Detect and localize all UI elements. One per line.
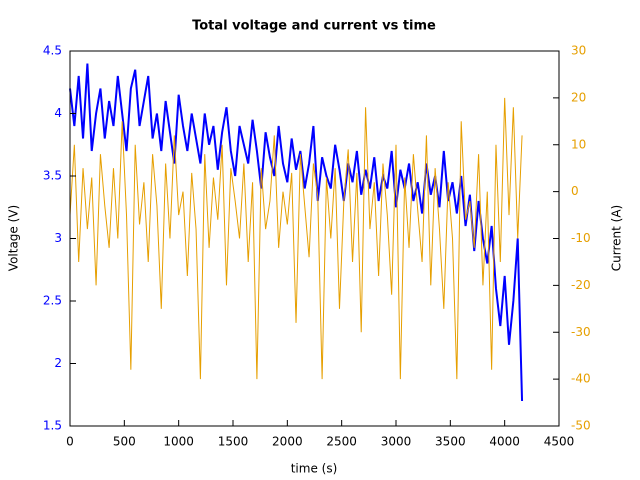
- y-tick-label: 4: [54, 106, 62, 120]
- series-line: [69, 63, 524, 402]
- y-tick-label: 3: [54, 231, 62, 245]
- y-tick-label: 2: [54, 356, 62, 370]
- chart-title: Total voltage and current vs time: [192, 19, 436, 34]
- x-tick-label: 1500: [218, 435, 249, 449]
- y2-tick-label: 0: [571, 184, 579, 198]
- x-tick-label: 4000: [489, 435, 520, 449]
- x-axis-label: time (s): [291, 462, 338, 476]
- y2-tick-label: 20: [571, 90, 586, 104]
- y2-axis-label: Current (A): [610, 205, 624, 271]
- y2-tick-label: 30: [571, 44, 586, 58]
- y2-tick-label: 10: [571, 137, 586, 151]
- x-tick-label: 1000: [163, 435, 194, 449]
- x-tick-label: 3500: [435, 435, 466, 449]
- x-tick-label: 4500: [544, 435, 575, 449]
- y2-tick-label: -50: [571, 419, 591, 433]
- y2-tick-label: -20: [571, 278, 591, 292]
- y2-tick-label: -10: [571, 231, 591, 245]
- plot-frame: [69, 50, 560, 427]
- series-line: [69, 97, 523, 380]
- y2-tick-label: -30: [571, 325, 591, 339]
- x-tick-label: 3000: [381, 435, 412, 449]
- x-tick-label: 500: [113, 435, 136, 449]
- y-axis-label: Voltage (V): [7, 205, 21, 271]
- x-tick-label: 2500: [326, 435, 357, 449]
- x-tick-label: 2000: [272, 435, 303, 449]
- y-tick-label: 2.5: [43, 294, 62, 308]
- y-tick-label: 3.5: [43, 169, 62, 183]
- y2-tick-label: -40: [571, 372, 591, 386]
- y-tick-label: 4.5: [43, 44, 62, 58]
- x-tick-label: 0: [66, 435, 74, 449]
- y-tick-label: 1.5: [43, 419, 62, 433]
